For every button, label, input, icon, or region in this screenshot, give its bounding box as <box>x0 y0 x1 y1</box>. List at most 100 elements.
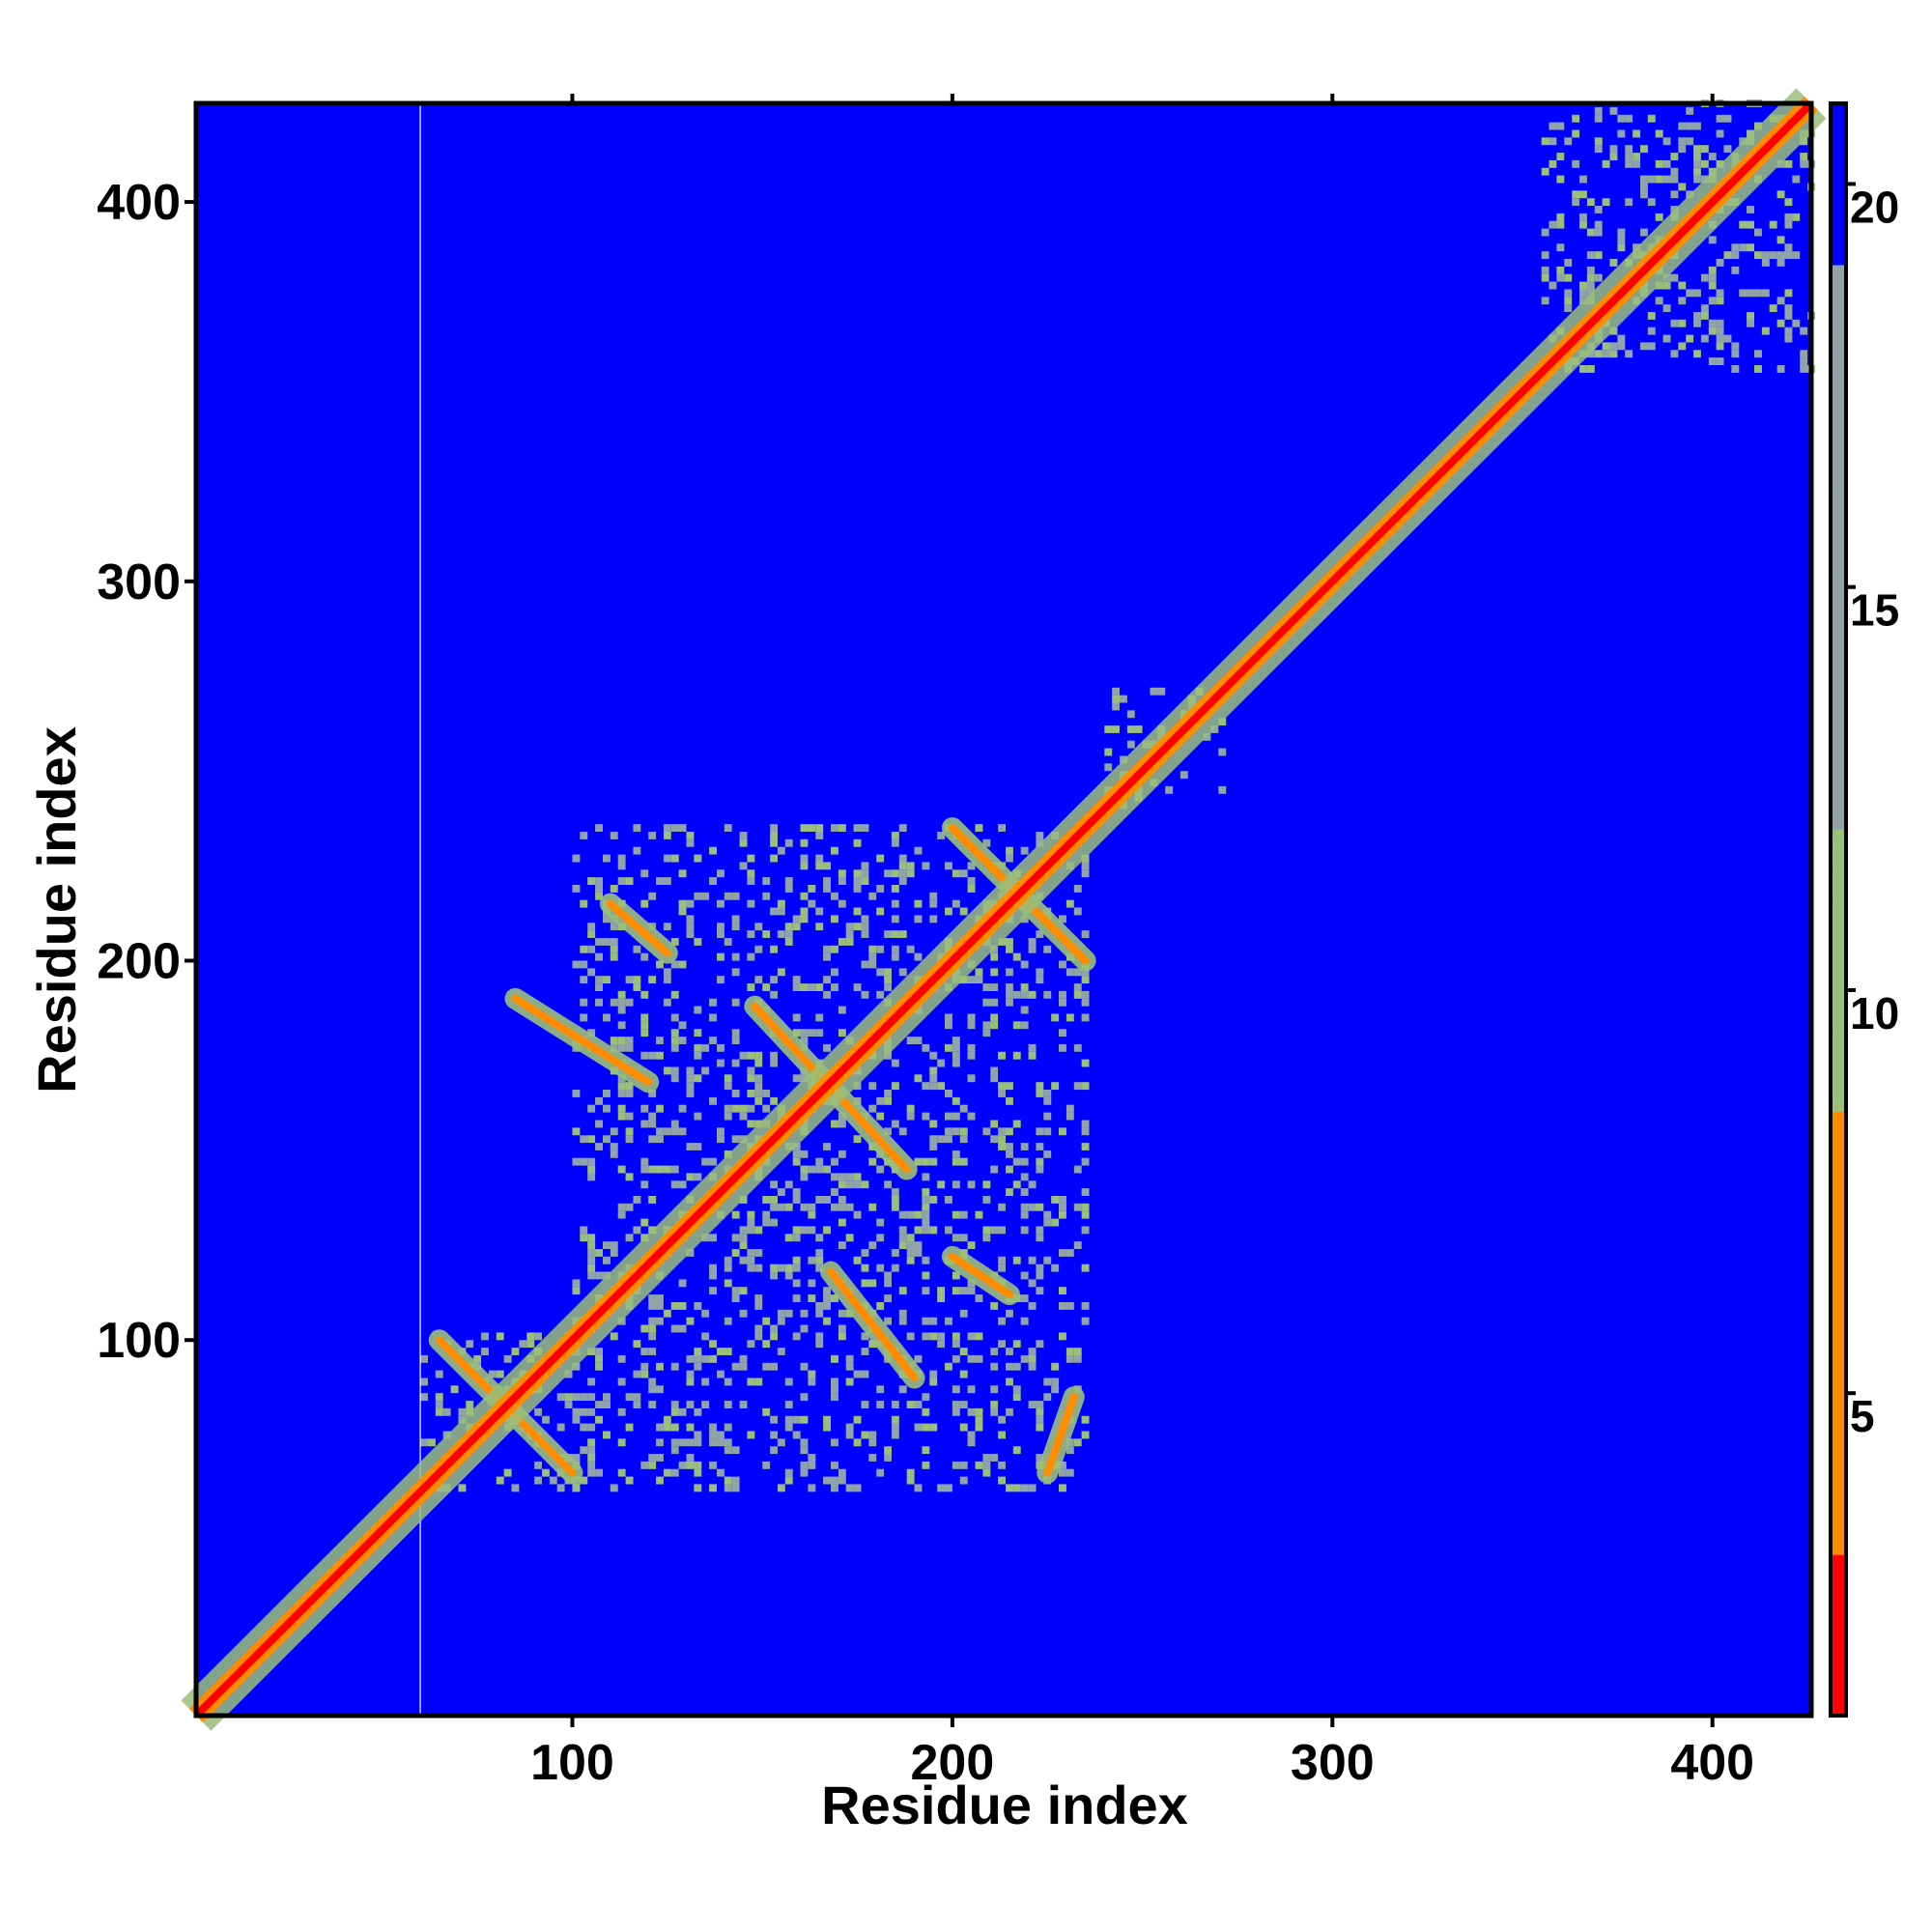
heatmap-cell <box>967 1112 976 1121</box>
heatmap-cell <box>717 1135 724 1144</box>
heatmap-cell <box>1036 1203 1044 1211</box>
heatmap-cell <box>678 1037 687 1044</box>
heatmap-cell <box>906 1249 915 1257</box>
heatmap-cell <box>1800 159 1808 168</box>
heatmap-cell <box>853 923 862 931</box>
heatmap-cell <box>998 1226 1006 1235</box>
heatmap-cell <box>1036 1127 1044 1136</box>
heatmap-cell <box>1556 266 1565 274</box>
heatmap-cell <box>815 1264 824 1272</box>
heatmap-cell <box>922 1317 930 1325</box>
heatmap-cell <box>701 1157 710 1166</box>
heatmap-cell <box>686 1401 695 1408</box>
heatmap-cell <box>1081 1013 1090 1022</box>
heatmap-cell <box>1693 145 1701 154</box>
heatmap-cell <box>967 1407 976 1416</box>
colorbar-segment <box>1831 197 1846 212</box>
heatmap-cell <box>959 1135 968 1144</box>
heatmap-cell <box>1784 327 1793 335</box>
heatmap-cell <box>990 1013 999 1022</box>
heatmap-cell <box>952 1401 960 1408</box>
heatmap-cell <box>1716 259 1724 267</box>
heatmap-cell <box>1548 122 1557 130</box>
heatmap-cell <box>747 869 755 878</box>
heatmap-cell <box>587 923 596 931</box>
heatmap-cell <box>724 1476 732 1485</box>
heatmap-cell <box>1776 190 1785 199</box>
heatmap-cell <box>990 1066 999 1075</box>
colorbar-tick-label: 20 <box>1850 182 1899 232</box>
colorbar-segment <box>1831 1339 1846 1354</box>
heatmap-cell <box>891 1120 899 1128</box>
heatmap-cell <box>1693 289 1701 298</box>
heatmap-cell <box>1625 114 1634 123</box>
heatmap-cell <box>610 923 618 931</box>
heatmap-cell <box>1800 327 1808 335</box>
heatmap-cell <box>1120 755 1127 764</box>
heatmap-cell <box>1700 273 1709 282</box>
heatmap-cell <box>1006 1096 1013 1105</box>
heatmap-cell <box>922 1210 930 1219</box>
heatmap-cell <box>922 1188 930 1196</box>
colorbar-segment <box>1831 331 1846 346</box>
heatmap-cell <box>428 1438 436 1447</box>
heatmap-cell <box>1723 334 1732 343</box>
heatmap-cell <box>784 1203 793 1211</box>
heatmap-cell <box>1792 175 1801 184</box>
heatmap-cell <box>1059 1029 1066 1037</box>
heatmap-cell <box>1784 220 1793 229</box>
colorbar-segment <box>1831 156 1846 172</box>
heatmap-cell <box>959 976 968 984</box>
heatmap-cell <box>678 869 687 878</box>
heatmap-cell <box>1059 1203 1066 1211</box>
heatmap-cell <box>670 1423 679 1432</box>
heatmap-cell <box>656 1165 664 1174</box>
heatmap-cell <box>442 1431 451 1439</box>
heatmap-cell <box>731 1104 740 1113</box>
heatmap-cell <box>770 945 778 953</box>
heatmap-cell <box>1678 145 1687 154</box>
heatmap-cell <box>1548 137 1557 146</box>
heatmap-cell <box>1065 1348 1074 1355</box>
heatmap-cell <box>580 1476 588 1485</box>
heatmap-cell <box>610 1127 618 1136</box>
heatmap-cell <box>770 1196 778 1204</box>
colorbar-segment <box>1831 1178 1846 1193</box>
heatmap-cell <box>1028 1354 1037 1363</box>
heatmap-cell <box>686 1317 695 1325</box>
heatmap-cell <box>784 1401 793 1408</box>
colorbar-segment <box>1831 372 1846 386</box>
heatmap-cell <box>800 907 809 916</box>
colorbar-segment <box>1831 829 1846 843</box>
heatmap-cell <box>1716 289 1724 298</box>
heatmap-cell <box>754 1226 763 1235</box>
heatmap-cell <box>754 1051 763 1060</box>
heatmap-cell <box>731 1059 740 1067</box>
heatmap-cell <box>1548 159 1557 168</box>
heatmap-cell <box>648 832 657 839</box>
heatmap-cell <box>982 1127 991 1136</box>
heatmap-cell <box>906 1476 915 1485</box>
heatmap-cell <box>694 1431 702 1439</box>
heatmap-cell <box>1548 220 1557 229</box>
heatmap-cell <box>884 976 892 984</box>
heatmap-cell <box>1051 1082 1060 1091</box>
heatmap-cell <box>823 990 831 999</box>
heatmap-cell <box>922 1256 930 1264</box>
colorbar-segment <box>1831 1607 1846 1623</box>
heatmap-cell <box>884 1180 892 1189</box>
heatmap-cell <box>1036 968 1044 977</box>
heatmap-cell <box>595 983 603 991</box>
heatmap-cell <box>967 1074 976 1083</box>
heatmap-cell <box>975 976 983 984</box>
heatmap-cell <box>1594 137 1603 146</box>
heatmap-cell <box>1693 319 1701 327</box>
contact-line <box>1043 1393 1078 1477</box>
heatmap-cell <box>678 1407 687 1416</box>
colorbar-segment <box>1831 1473 1846 1489</box>
heatmap-cell <box>648 1226 657 1235</box>
heatmap-cell <box>831 983 838 991</box>
heatmap-cell <box>876 854 885 863</box>
colorbar-segment <box>1831 238 1846 252</box>
heatmap-cell <box>1012 1256 1021 1264</box>
